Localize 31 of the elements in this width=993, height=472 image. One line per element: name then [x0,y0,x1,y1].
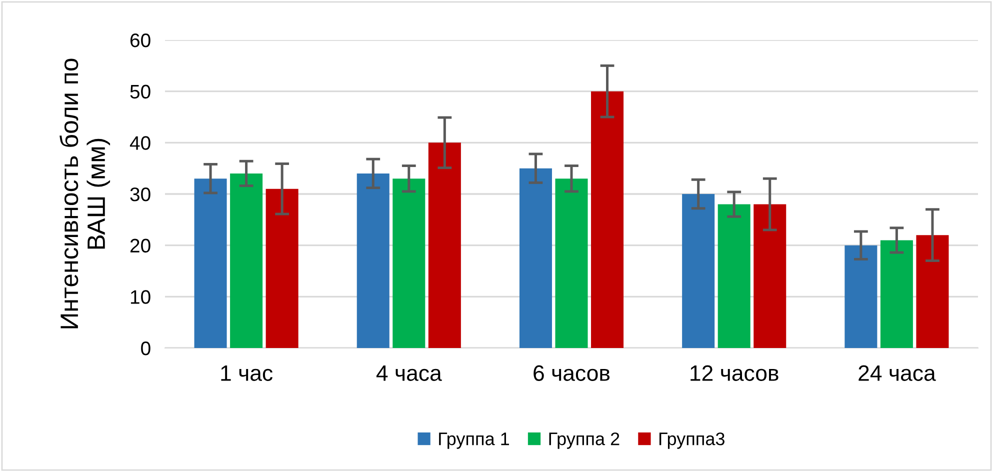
bar [194,178,227,348]
bar [428,142,461,348]
y-tick-label: 40 [130,136,150,150]
y-tick-label: 20 [130,238,150,253]
y-axis-title: Интенсивность боли по ВАШ (мм) [60,58,110,328]
bar [555,178,588,348]
bar [682,194,715,348]
bar [844,245,878,348]
y-tick-label: 60 [130,33,150,48]
bar [392,178,426,348]
bar [880,240,913,348]
bar [266,188,298,348]
legend-label: Группа 1 [439,432,509,449]
x-tick-label: 4 часа [376,365,442,381]
legend-label: Группа3 [659,432,724,449]
bar [519,168,552,348]
bar [591,91,624,348]
x-tick-label: 12 часов [690,365,778,381]
bar [754,204,786,348]
bar [718,204,750,348]
bar [916,235,949,348]
x-tick-label: 1 час [221,365,273,381]
bar [230,173,263,348]
bar [356,173,390,348]
y-tick-label: 0 [141,341,150,356]
y-tick-label: 10 [130,290,150,304]
y-tick-label: 50 [130,84,150,99]
x-tick-label: 24 часа [858,365,936,381]
legend-label: Группа 2 [549,432,620,449]
x-tick-label: 6 часов [534,365,610,381]
y-tick-label: 30 [130,187,150,202]
